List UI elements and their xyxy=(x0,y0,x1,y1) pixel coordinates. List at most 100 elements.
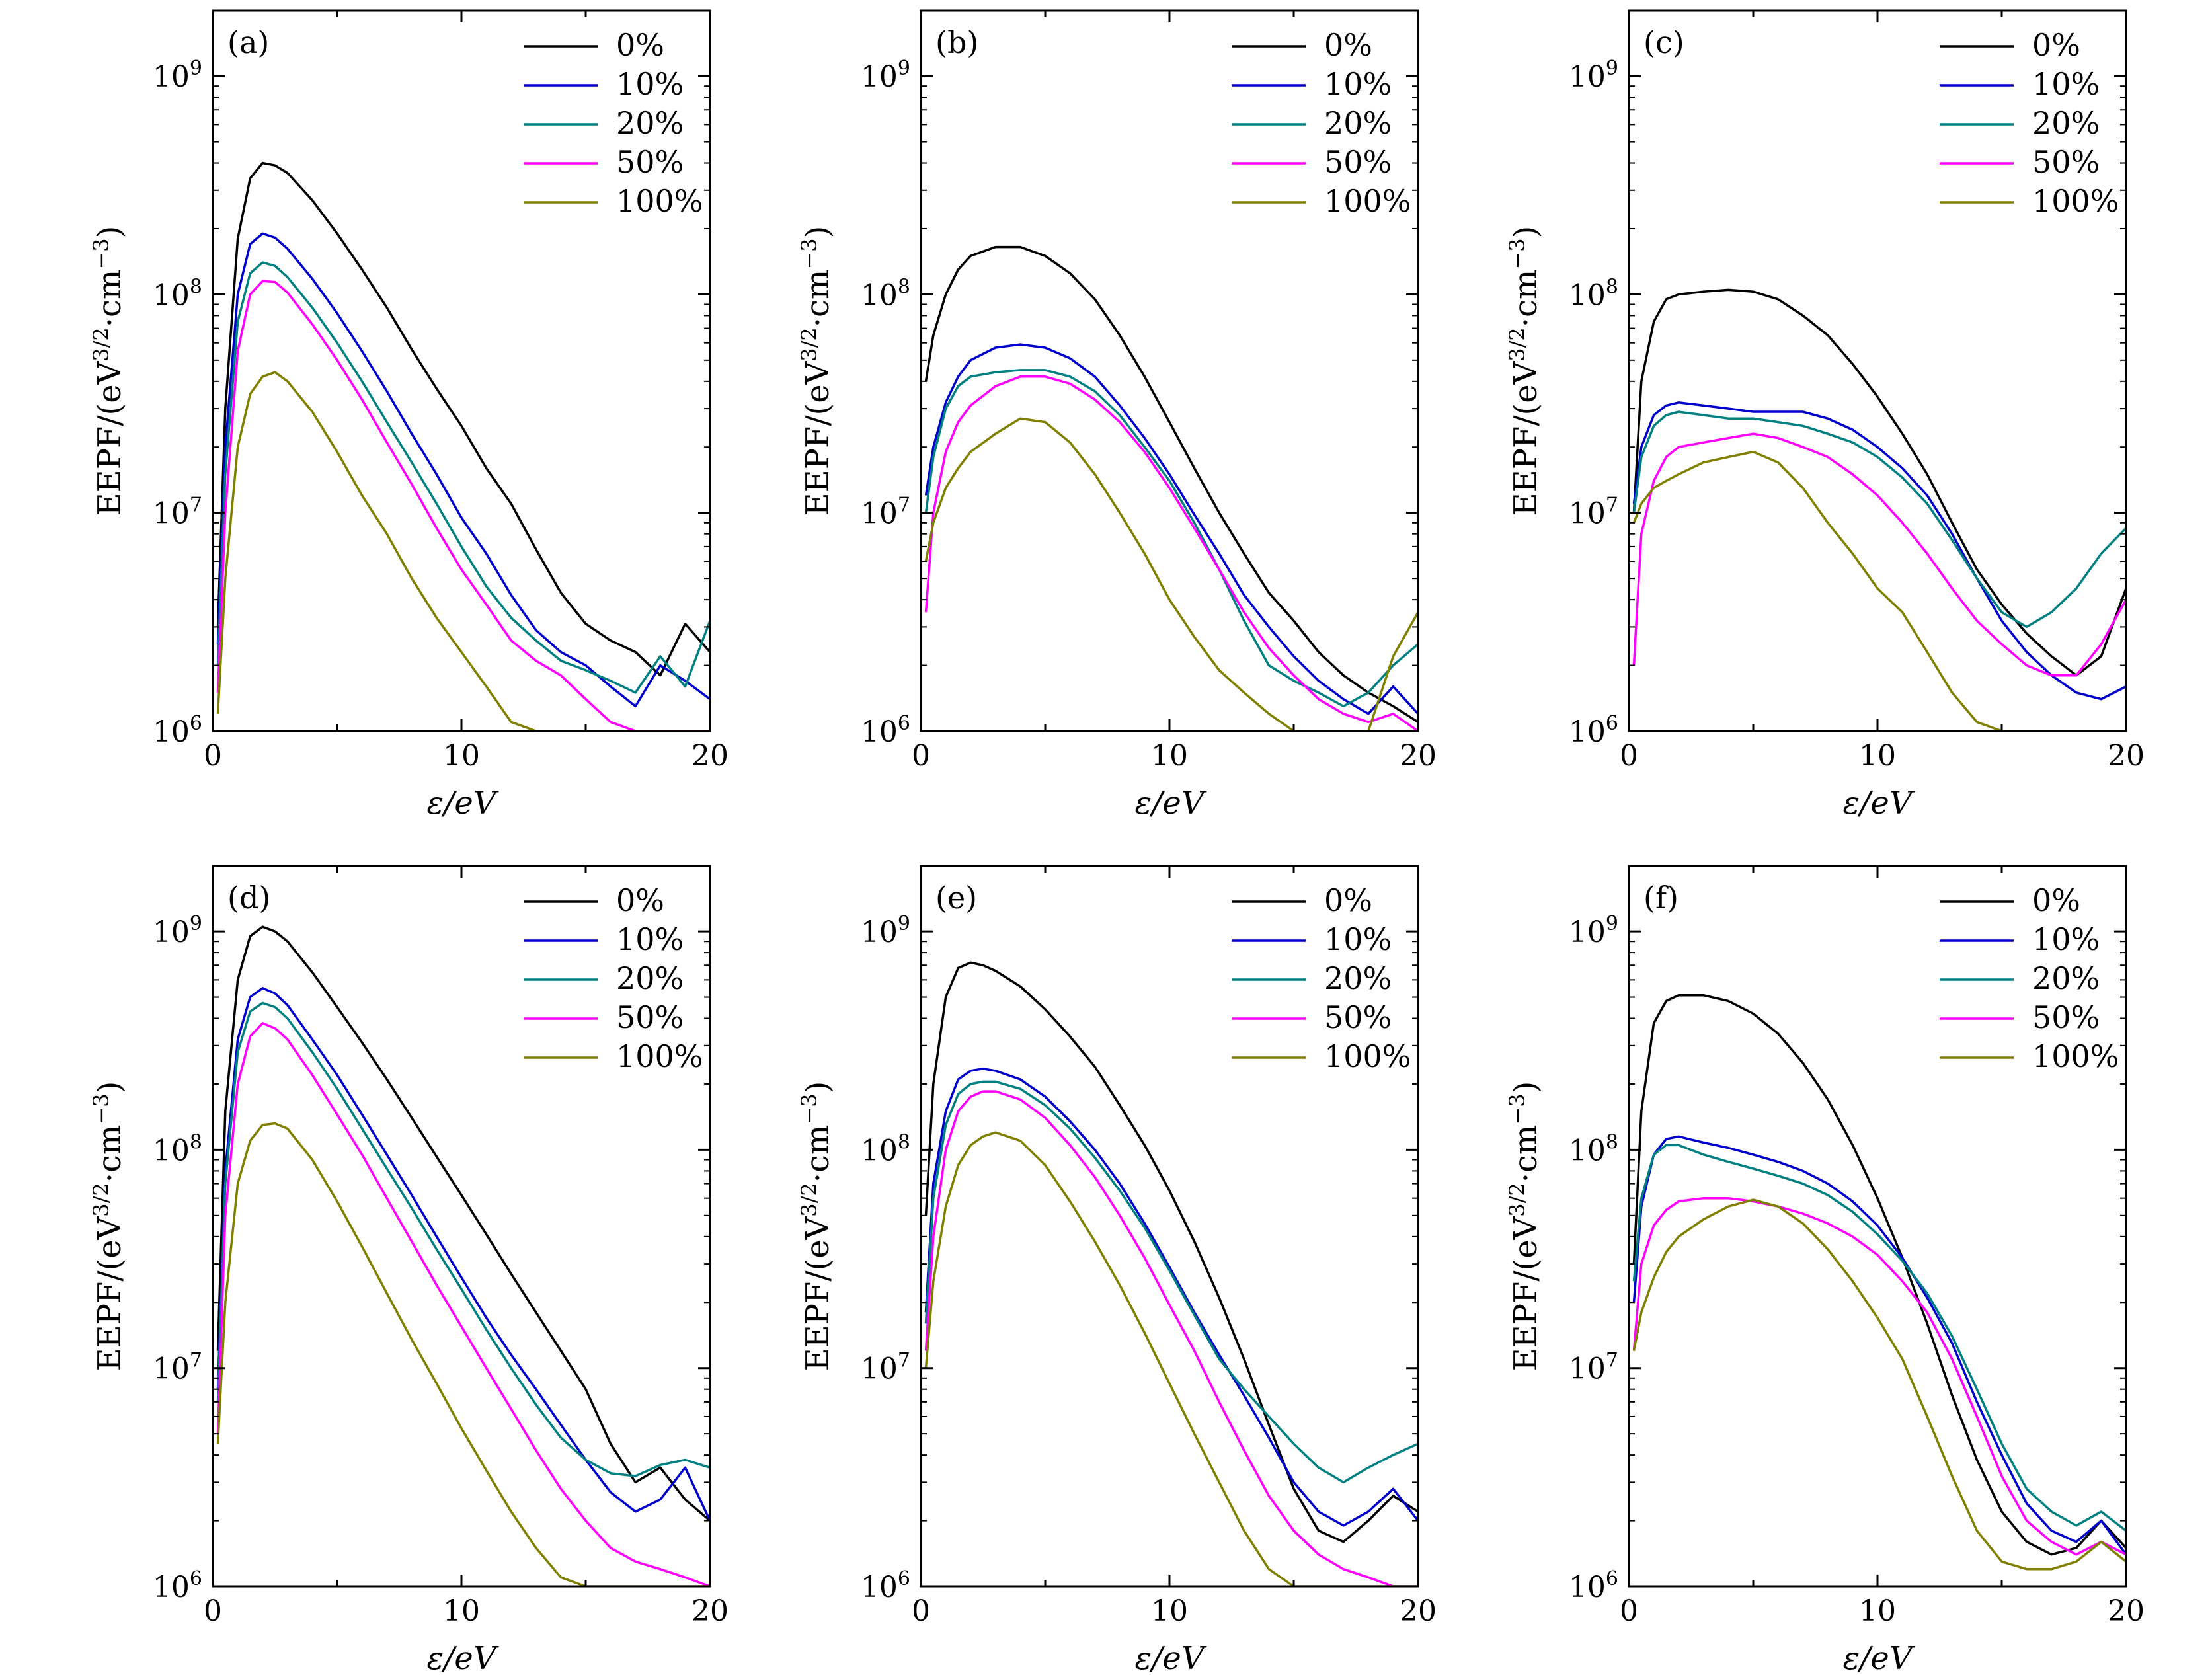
y-axis-label-part: ·cm xyxy=(799,270,836,328)
y-tick-label: 106 xyxy=(153,712,202,749)
y-tick-label-base: 10 xyxy=(1569,278,1606,312)
legend-label: 50% xyxy=(2032,999,2100,1035)
y-axis-label-part: ) xyxy=(91,226,128,239)
panel-label: (e) xyxy=(935,880,977,915)
x-tick-label: 20 xyxy=(1400,1594,1437,1628)
y-tick-label: 108 xyxy=(1569,275,1618,312)
y-tick-label-exp: 7 xyxy=(1606,1349,1618,1372)
legend-label: 0% xyxy=(616,27,664,63)
y-axis-label-part: 3/2 xyxy=(797,1183,822,1217)
series-group xyxy=(1632,288,2126,731)
legend-label: 50% xyxy=(1324,144,1392,180)
x-tick-label: 0 xyxy=(204,1594,222,1628)
y-tick-label-exp: 8 xyxy=(898,275,910,298)
panel-label: (f) xyxy=(1643,880,1679,915)
legend-label: 20% xyxy=(2032,960,2100,996)
y-tick-label: 109 xyxy=(153,57,202,94)
legend-label: 100% xyxy=(616,1038,703,1074)
series-line-20pct xyxy=(924,1080,1418,1484)
y-axis-label-part: EEPF/(eV xyxy=(799,1216,836,1371)
series-line-50pct xyxy=(924,375,1418,731)
y-tick-label-exp: 7 xyxy=(1606,494,1618,517)
y-tick-label: 108 xyxy=(861,1130,910,1167)
legend-label: 100% xyxy=(1324,183,1411,219)
series-line-0pct xyxy=(1632,288,2126,677)
series-group xyxy=(924,961,1418,1586)
series-line-100pct xyxy=(924,417,1418,731)
y-tick-label: 107 xyxy=(861,494,910,531)
y-tick-label-base: 10 xyxy=(861,497,898,531)
series-line-10pct xyxy=(1632,1135,2126,1555)
x-tick-label: 20 xyxy=(691,739,729,773)
y-axis-label-part: 3/2 xyxy=(89,327,114,362)
panel-label: (b) xyxy=(935,24,978,60)
x-tick-label: 0 xyxy=(1620,739,1638,773)
series-line-50pct xyxy=(216,1022,710,1586)
x-tick-label: 20 xyxy=(2108,1594,2145,1628)
y-axis-label-part: 3/2 xyxy=(1505,327,1530,362)
y-tick-label-exp: 6 xyxy=(1606,1567,1618,1590)
y-tick-label-exp: 7 xyxy=(898,494,910,517)
series-line-20pct xyxy=(924,369,1418,708)
y-tick-label-exp: 6 xyxy=(898,1567,910,1590)
series-line-50pct xyxy=(216,280,710,731)
y-tick-label-base: 10 xyxy=(1569,1352,1606,1386)
series-line-10pct xyxy=(924,343,1418,715)
series-line-10pct xyxy=(924,1068,1418,1527)
y-tick-label-base: 10 xyxy=(153,1134,190,1167)
legend-label: 50% xyxy=(616,144,684,180)
y-tick-label-base: 10 xyxy=(153,1571,190,1604)
series-line-100pct xyxy=(1632,450,2126,731)
y-tick-label-base: 10 xyxy=(861,915,898,949)
series-line-0pct xyxy=(216,925,710,1522)
legend-label: 0% xyxy=(1324,882,1372,918)
y-axis-label-part: −3 xyxy=(1505,238,1530,269)
y-tick-label-exp: 6 xyxy=(1606,712,1618,735)
y-tick-label: 107 xyxy=(1569,1349,1618,1386)
series-line-20pct xyxy=(216,1001,710,1477)
y-axis-label-part: EEPF/(eV xyxy=(1507,1216,1544,1371)
y-tick-label: 107 xyxy=(861,1349,910,1386)
series-line-10pct xyxy=(216,987,710,1522)
y-tick-label-base: 10 xyxy=(861,1134,898,1167)
x-axis-label: ε/eV xyxy=(1135,1640,1207,1672)
series-line-0pct xyxy=(1632,993,2126,1556)
legend-label: 10% xyxy=(2032,66,2100,102)
series-line-100pct xyxy=(924,1131,1418,1586)
series-line-100pct xyxy=(216,371,710,731)
x-axis-label: ε/eV xyxy=(427,785,499,822)
y-tick-label: 109 xyxy=(1569,57,1618,94)
y-tick-label-exp: 7 xyxy=(898,1349,910,1372)
series-line-50pct xyxy=(1632,432,2126,677)
y-tick-label-base: 10 xyxy=(861,715,898,749)
legend-label: 0% xyxy=(2032,882,2080,918)
y-tick-label-exp: 8 xyxy=(1606,275,1618,298)
y-axis-label: EEPF/(eV3/2·cm−3) xyxy=(1505,226,1544,516)
y-tick-label-exp: 8 xyxy=(898,1130,910,1153)
y-tick-label-exp: 9 xyxy=(898,912,910,935)
y-axis-label-part: −3 xyxy=(797,1093,822,1124)
series-group xyxy=(216,161,710,731)
x-axis-label: ε/eV xyxy=(427,1640,499,1672)
y-tick-label: 109 xyxy=(861,912,910,949)
series-line-100pct xyxy=(216,1122,710,1586)
x-axis-label: ε/eV xyxy=(1843,1640,1915,1672)
y-axis-label-part: ) xyxy=(91,1081,128,1094)
y-tick-label-exp: 6 xyxy=(898,712,910,735)
panel-label: (c) xyxy=(1643,24,1684,60)
y-axis-label-part: 3/2 xyxy=(1505,1183,1530,1217)
y-axis-label-part: ·cm xyxy=(799,1125,836,1183)
x-axis-label: ε/eV xyxy=(1135,785,1207,822)
y-tick-label: 107 xyxy=(153,494,202,531)
y-axis-label: EEPF/(eV3/2·cm−3) xyxy=(89,1081,128,1372)
y-axis-label-part: EEPF/(eV xyxy=(91,360,128,516)
legend-label: 20% xyxy=(2032,105,2100,141)
x-tick-label: 0 xyxy=(204,739,222,773)
legend-label: 50% xyxy=(1324,999,1392,1035)
y-tick-label-exp: 6 xyxy=(190,712,202,735)
y-tick-label-exp: 9 xyxy=(190,912,202,935)
legend-label: 20% xyxy=(1324,105,1392,141)
